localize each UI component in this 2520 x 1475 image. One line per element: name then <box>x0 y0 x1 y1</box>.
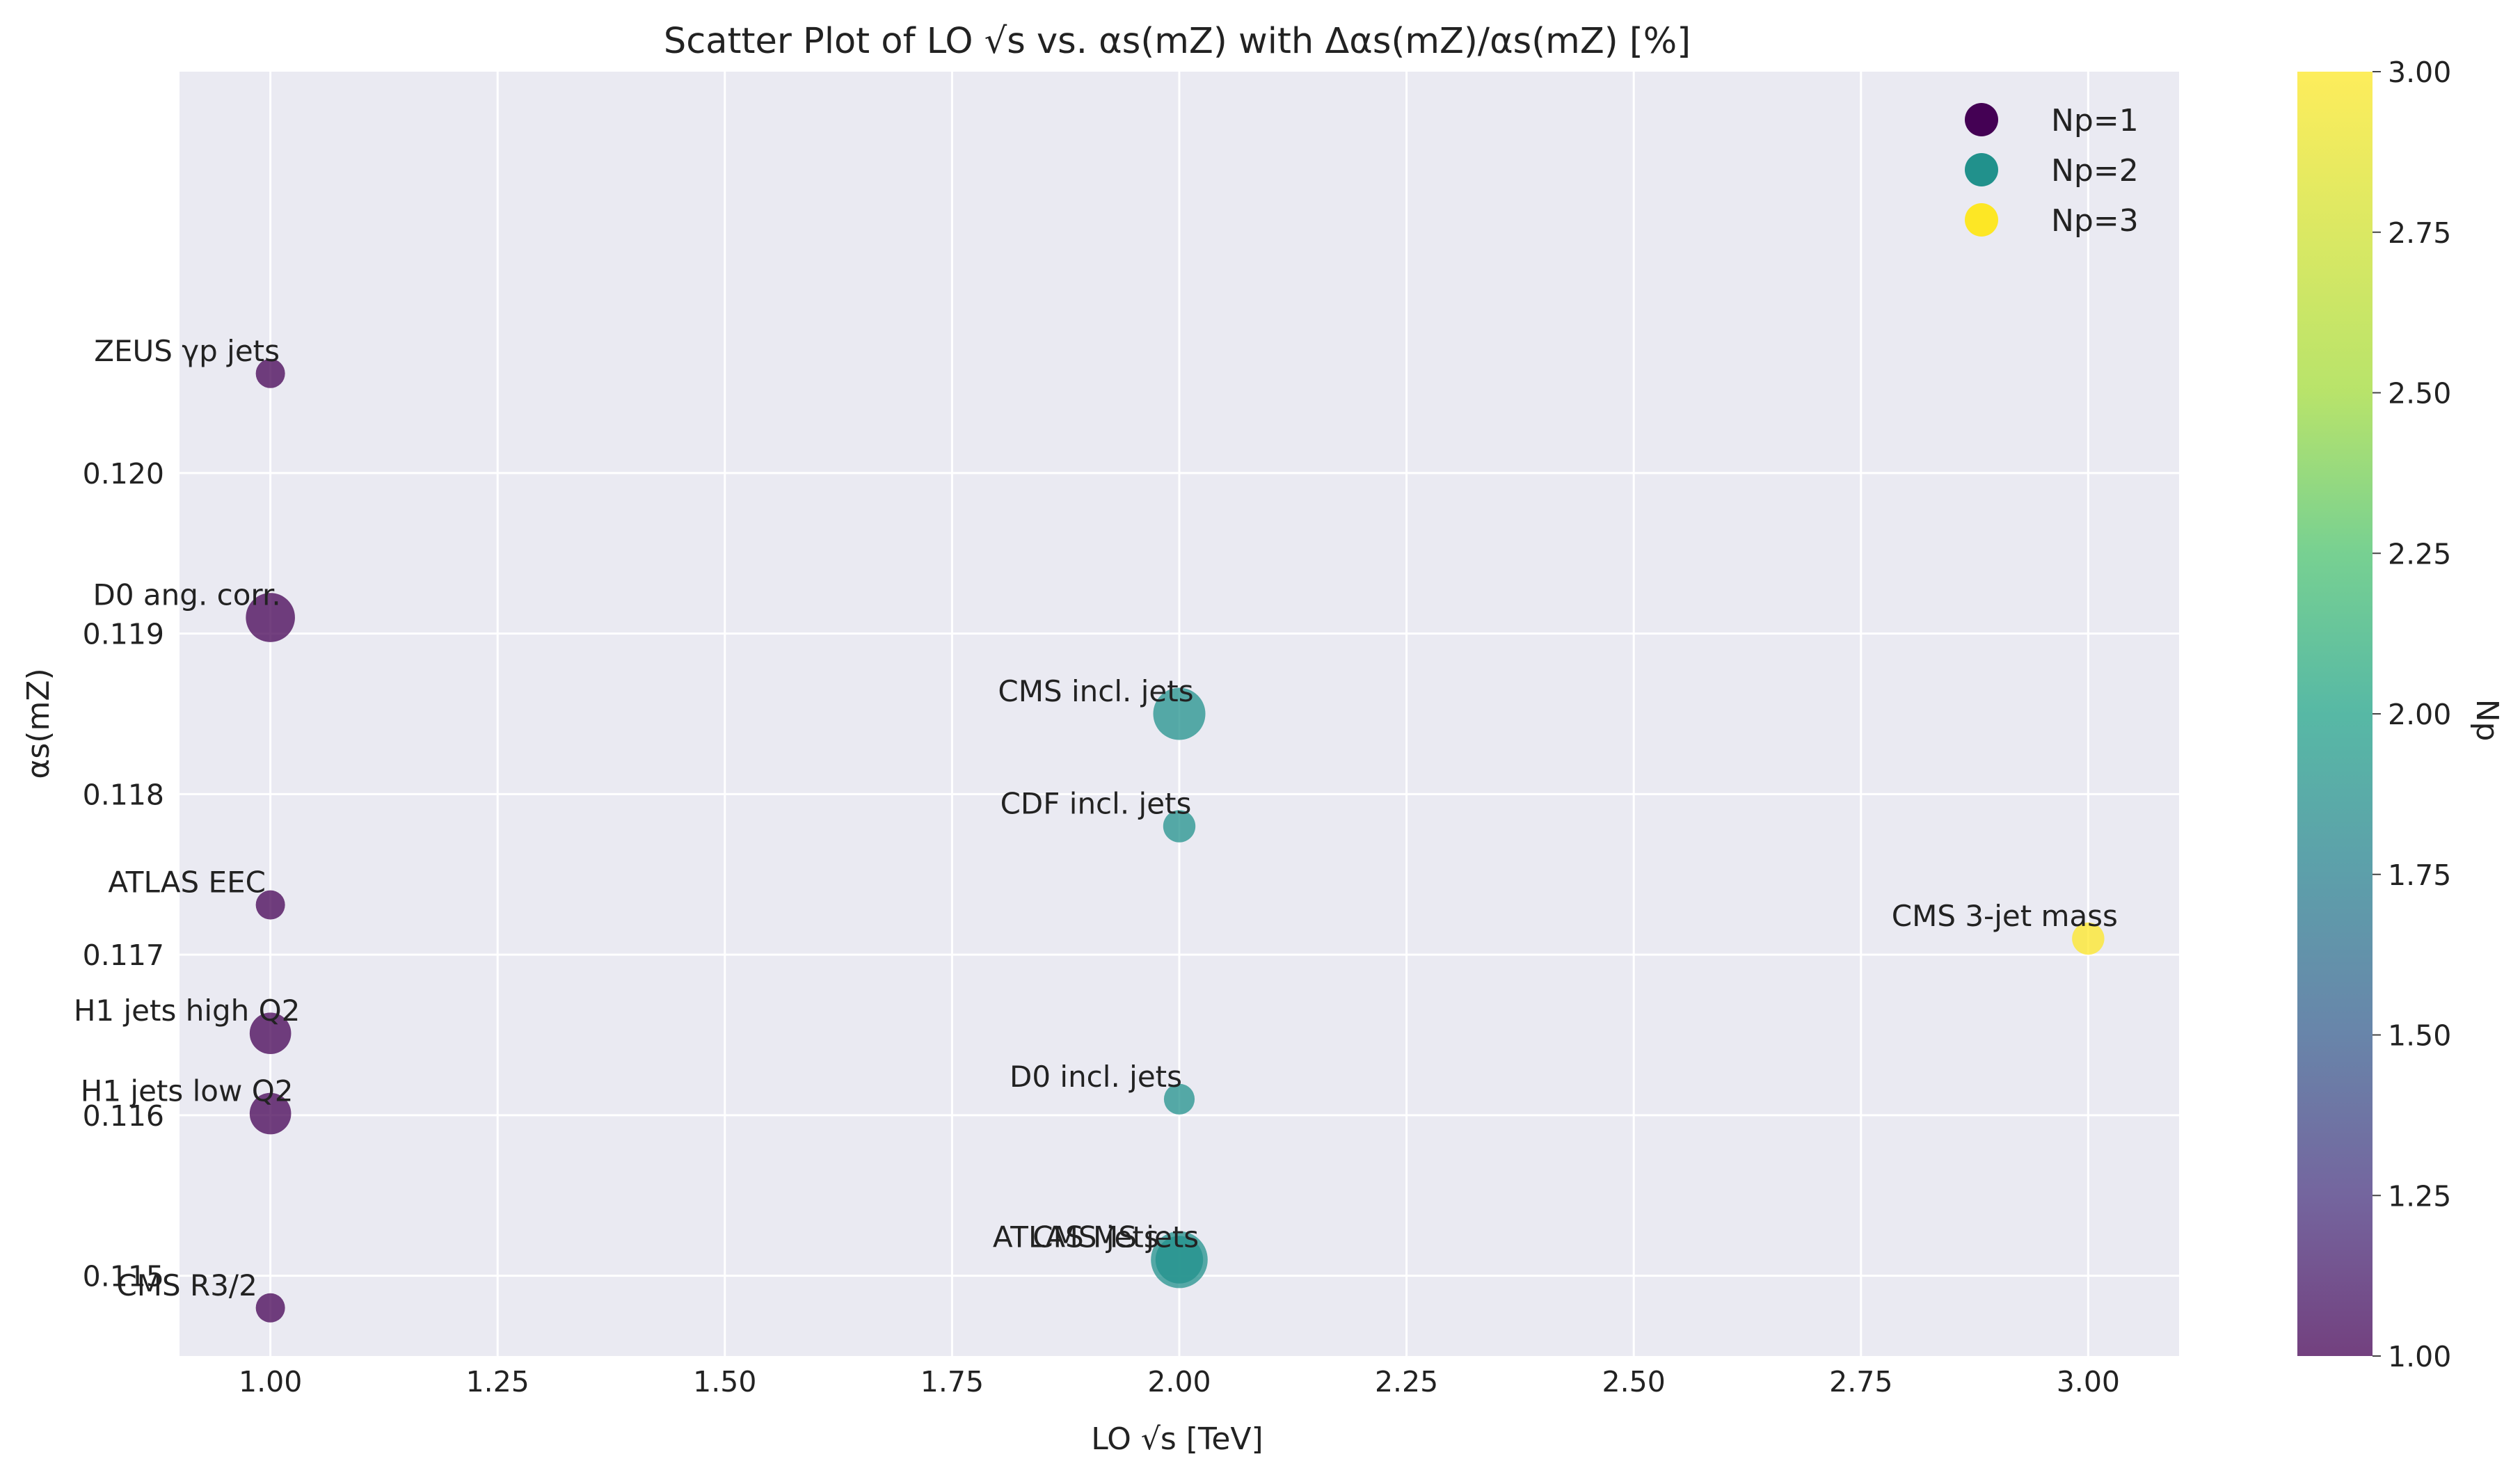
data-point <box>255 890 285 920</box>
colorbar-ticks: 1.00 1.25 1.50 1.75 2.00 2.25 2.50 2.75 3.00 <box>2373 56 2451 1373</box>
legend-marker <box>1965 153 1998 186</box>
data-point-label: CMS R3/2 <box>116 1268 257 1302</box>
x-tick-label: 2.00 <box>1147 1365 1211 1398</box>
colorbar-label: Np <box>2469 699 2505 742</box>
y-axis-ticks: 0.115 0.116 0.117 0.118 0.119 0.120 <box>83 457 164 1293</box>
data-point-label: CMS 3-jet mass <box>1892 899 2118 933</box>
data-point-label: D0 incl. jets <box>1010 1060 1182 1094</box>
y-tick-label: 0.119 <box>83 618 164 651</box>
colorbar <box>2297 72 2373 1356</box>
legend-marker <box>1965 103 1998 136</box>
data-point-label: CMS incl. jets <box>998 674 1193 708</box>
x-axis-ticks: 1.00 1.25 1.50 1.75 2.00 2.25 2.50 2.75 3.00 <box>239 1365 2120 1398</box>
x-tick-label: 1.00 <box>239 1365 302 1398</box>
y-tick-label: 0.120 <box>83 457 164 491</box>
data-point-label: CMS jets <box>1032 1220 1158 1254</box>
data-point <box>255 1293 285 1323</box>
x-tick-label: 2.25 <box>1375 1365 1438 1398</box>
data-point-label: D0 ang. corr. <box>93 578 281 612</box>
colorbar-tick-label: 2.75 <box>2388 216 2451 250</box>
data-point <box>1155 1236 1204 1284</box>
colorbar-tick-label: 1.25 <box>2388 1179 2451 1213</box>
legend: Np=1 Np=2 Np=3 <box>1965 103 2139 239</box>
data-point <box>1163 810 1196 843</box>
data-point-label: H1 jets low Q2 <box>81 1074 294 1108</box>
colorbar-tick-label: 1.75 <box>2388 859 2451 892</box>
legend-label: Np=1 <box>2051 103 2139 138</box>
colorbar-tick-label: 2.00 <box>2388 698 2451 731</box>
data-point-label: H1 jets high Q2 <box>74 994 301 1028</box>
x-axis-label: LO √s [TeV] <box>1091 1421 1263 1457</box>
data-point <box>249 1092 292 1135</box>
x-tick-label: 3.00 <box>2057 1365 2120 1398</box>
legend-marker <box>1965 203 1998 237</box>
y-tick-label: 0.115 <box>83 1260 164 1293</box>
legend-label: Np=3 <box>2051 203 2139 239</box>
chart-title: Scatter Plot of LO √s vs. αs(mZ) with Δα… <box>664 21 1691 62</box>
data-point <box>249 1012 292 1054</box>
x-tick-label: 1.50 <box>693 1365 756 1398</box>
data-point-label: CDF incl. jets <box>1000 787 1192 821</box>
x-tick-label: 2.50 <box>1602 1365 1666 1398</box>
y-tick-label: 0.116 <box>83 1099 164 1133</box>
colorbar-tick-label: 1.00 <box>2388 1340 2451 1373</box>
x-tick-label: 1.75 <box>920 1365 984 1398</box>
data-point <box>255 358 285 388</box>
y-tick-label: 0.117 <box>83 939 164 972</box>
data-point <box>1163 1083 1195 1115</box>
data-point-labels: ZEUS γp jets D0 ang. corr. ATLAS EEC H1 jet… <box>74 334 2118 1302</box>
data-point-label: ATLAS MS jets <box>993 1220 1199 1254</box>
x-tick-label: 2.75 <box>1829 1365 1892 1398</box>
data-point-label: ZEUS γp jets <box>94 334 280 368</box>
data-point <box>2072 922 2105 955</box>
colorbar-tick-label: 3.00 <box>2388 56 2451 89</box>
colorbar-tick-label: 2.25 <box>2388 537 2451 571</box>
data-points <box>246 358 2105 1323</box>
data-point <box>1153 687 1206 740</box>
data-point <box>246 593 295 642</box>
y-axis-label: αs(mZ) <box>21 668 56 779</box>
y-tick-label: 0.118 <box>83 778 164 811</box>
data-point-label: ATLAS EEC <box>108 866 266 900</box>
x-tick-label: 1.25 <box>466 1365 529 1398</box>
colorbar-tick-label: 2.50 <box>2388 377 2451 410</box>
legend-label: Np=2 <box>2051 153 2139 189</box>
colorbar-tick-label: 1.50 <box>2388 1019 2451 1053</box>
